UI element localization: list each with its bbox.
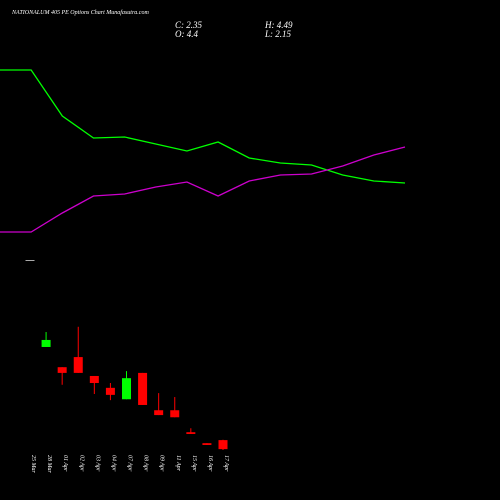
- candle-body: [105, 387, 115, 395]
- candle-body: [170, 410, 180, 418]
- x-tick-label: 17 Apr: [223, 455, 229, 472]
- chart-title: NATIONALUM 405 PE Options Chart Munafasu…: [11, 9, 149, 16]
- summary-label: H:: [264, 20, 275, 30]
- summary-item: L: 2.15: [264, 29, 292, 39]
- summary-item: O: 4.4: [175, 29, 199, 39]
- indicator-line: [0, 146, 406, 233]
- x-tick-label: 04 Apr: [110, 455, 117, 472]
- x-tick-label: 16 Apr: [207, 455, 213, 472]
- x-tick-label: 01 Apr: [62, 455, 68, 472]
- candle-body: [41, 339, 51, 347]
- candle-body: [73, 357, 83, 373]
- x-tick-label: 03 Apr: [94, 455, 100, 472]
- x-tick-label: 08 Apr: [143, 455, 149, 472]
- indicator-line: [0, 69, 406, 184]
- x-tick-label: 09 Apr: [159, 455, 165, 472]
- candle-body: [218, 440, 228, 450]
- x-tick-label: 25 Mar: [30, 455, 36, 473]
- summary-value: 2.35: [186, 20, 202, 30]
- summary-value: 4.4: [187, 29, 199, 39]
- candle-body: [186, 432, 196, 434]
- summary-label: C:: [175, 20, 184, 30]
- summary-item: C: 2.35: [175, 20, 203, 30]
- x-tick-label: 11 Apr: [175, 455, 181, 472]
- x-tick-label: 02 Apr: [78, 455, 84, 472]
- summary-label: L:: [264, 29, 273, 39]
- summary-label: O:: [175, 29, 185, 39]
- summary-item: H: 4.49: [264, 20, 293, 30]
- x-tick-label: 15 Apr: [191, 455, 197, 472]
- summary-value: 2.15: [275, 29, 291, 39]
- candle-body: [89, 375, 99, 384]
- candle-body: [138, 372, 148, 405]
- candle-body: [202, 443, 212, 445]
- candle-body: [154, 410, 164, 416]
- x-tick-label: 07 Apr: [127, 455, 133, 472]
- candle-body: [25, 260, 35, 261]
- candle-body: [57, 367, 67, 373]
- x-tick-label: 28 Mar: [46, 455, 52, 473]
- candle-body: [122, 378, 131, 400]
- summary-value: 4.49: [277, 20, 293, 30]
